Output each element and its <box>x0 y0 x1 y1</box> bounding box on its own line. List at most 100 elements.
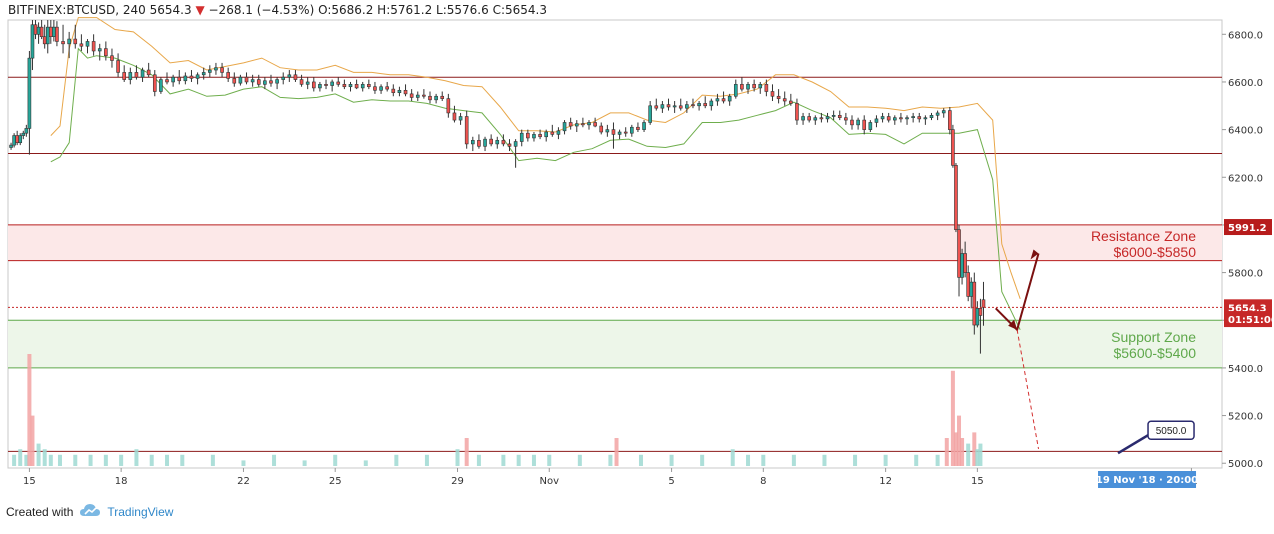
candle <box>403 84 408 97</box>
candle-body <box>97 48 102 52</box>
volume-bar <box>761 454 766 466</box>
candle <box>422 89 426 99</box>
volume-bar <box>975 449 980 466</box>
volume-bar <box>394 454 399 466</box>
candle-body <box>501 140 506 145</box>
candle-body <box>929 115 934 119</box>
candle <box>116 53 120 78</box>
candle-body <box>183 75 188 82</box>
candle <box>850 115 854 130</box>
candle-body <box>269 80 273 84</box>
candle-body <box>477 140 481 147</box>
candle <box>189 70 194 82</box>
candle-body <box>727 95 732 102</box>
price-tag-label: 01:51:06 <box>1228 315 1274 326</box>
candle <box>911 112 915 123</box>
candle-body <box>617 131 622 135</box>
candle-body <box>177 76 182 82</box>
volume-bar <box>180 454 185 466</box>
x-tick-label: 15 <box>23 476 36 487</box>
candle <box>330 79 334 92</box>
candle-body <box>963 253 967 273</box>
candle-body <box>397 89 402 93</box>
candle-body <box>954 165 958 231</box>
candle <box>513 139 518 168</box>
candle <box>122 65 127 82</box>
candle <box>611 122 616 149</box>
candle-body <box>813 117 818 121</box>
candle-body <box>73 38 78 45</box>
candle-body <box>795 103 799 121</box>
candle <box>617 129 622 140</box>
tradingview-brand[interactable]: TradingView <box>107 504 174 519</box>
volume-bar <box>119 454 124 466</box>
volume-bar <box>363 460 368 466</box>
candle <box>434 93 438 104</box>
cursor-date-label: 19 Nov '18 · 20:00 <box>1096 475 1198 486</box>
candle-body <box>36 26 41 35</box>
candle <box>336 77 341 87</box>
candle <box>568 117 573 130</box>
candle-body <box>318 84 322 89</box>
candle-body <box>446 98 451 114</box>
candle-body <box>981 299 986 308</box>
candle-body <box>256 79 261 85</box>
candle-body <box>140 69 145 78</box>
candle <box>134 65 139 80</box>
candle <box>905 115 909 125</box>
candle-body <box>189 75 194 79</box>
candle <box>256 74 261 87</box>
candle <box>385 81 389 92</box>
volume-bar <box>464 438 469 466</box>
candle-body <box>24 128 29 134</box>
candle-body <box>630 126 634 134</box>
candle-body <box>880 116 885 120</box>
candle-body <box>856 119 860 126</box>
candle <box>397 86 402 97</box>
candle <box>893 115 897 125</box>
candle-body <box>311 81 316 89</box>
candle-body <box>911 116 915 119</box>
created-with-label: Created with <box>6 504 74 519</box>
candle <box>30 20 35 71</box>
candle <box>24 124 29 137</box>
candle-body <box>764 84 769 92</box>
candle <box>721 91 726 104</box>
candle-body <box>12 135 16 146</box>
candle-body <box>623 131 628 134</box>
candle-body <box>556 130 561 135</box>
candle <box>856 117 860 130</box>
breakdown-projection-arrow <box>1016 329 1040 450</box>
candle <box>574 120 579 132</box>
candle-body <box>715 98 720 102</box>
candle-body <box>360 84 365 89</box>
price-tag-label: 5654.3 <box>1228 303 1267 314</box>
x-tick-label: 12 <box>879 476 892 487</box>
candle-body <box>354 84 359 89</box>
cursor-date-tag <box>1098 471 1197 488</box>
candle-body <box>758 84 763 89</box>
candle-body <box>550 131 555 135</box>
target-callout-line <box>1117 434 1149 455</box>
candle-body <box>636 126 640 130</box>
candle-body <box>957 229 961 278</box>
volume-bar <box>241 460 246 466</box>
y-tick-label: 6600.0 <box>1228 78 1263 89</box>
candle <box>201 67 206 80</box>
candle <box>770 84 775 102</box>
last-price: 5654.3 <box>149 3 192 17</box>
candle <box>623 127 628 137</box>
volume-bar <box>935 454 940 466</box>
volume-bar <box>36 443 41 466</box>
candle-body <box>807 116 811 121</box>
volume-bar <box>302 460 307 466</box>
candle <box>660 101 665 113</box>
candle <box>318 81 322 92</box>
candle <box>305 77 310 90</box>
candle <box>727 93 732 106</box>
volume-bar <box>914 454 919 466</box>
candle <box>917 112 922 123</box>
target-callout-label: 5050.0 <box>1156 426 1187 437</box>
candle <box>697 101 701 111</box>
volume-bar <box>853 454 858 466</box>
